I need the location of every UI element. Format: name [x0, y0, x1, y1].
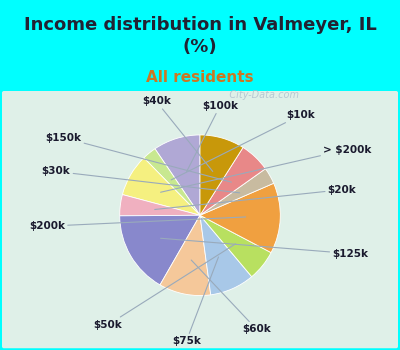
Wedge shape	[200, 183, 280, 253]
Wedge shape	[200, 169, 274, 215]
Wedge shape	[200, 215, 271, 277]
Wedge shape	[155, 135, 200, 215]
Wedge shape	[144, 149, 200, 215]
Text: City-Data.com: City-Data.com	[220, 90, 299, 100]
Text: $30k: $30k	[42, 167, 240, 193]
Text: $60k: $60k	[191, 260, 271, 334]
Wedge shape	[122, 158, 200, 215]
Text: $40k: $40k	[142, 96, 213, 172]
Text: $150k: $150k	[45, 133, 232, 182]
Wedge shape	[120, 215, 200, 285]
Text: All residents: All residents	[146, 70, 254, 85]
FancyBboxPatch shape	[2, 91, 398, 348]
Wedge shape	[200, 215, 252, 295]
Text: $200k: $200k	[29, 217, 246, 231]
Text: $125k: $125k	[161, 238, 368, 259]
Text: $10k: $10k	[171, 110, 316, 180]
Text: $75k: $75k	[172, 257, 218, 346]
Text: $20k: $20k	[155, 185, 356, 210]
Text: $50k: $50k	[94, 244, 236, 330]
Text: Income distribution in Valmeyer, IL
(%): Income distribution in Valmeyer, IL (%)	[24, 16, 376, 56]
Wedge shape	[200, 147, 266, 215]
Wedge shape	[160, 215, 211, 295]
Wedge shape	[200, 135, 243, 215]
Text: > $200k: > $200k	[161, 145, 372, 192]
Text: $100k: $100k	[187, 101, 238, 172]
Wedge shape	[120, 195, 200, 216]
